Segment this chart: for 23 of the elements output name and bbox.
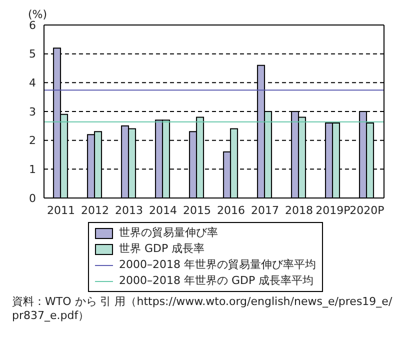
x-tick-label: 2014	[149, 204, 177, 217]
y-tick-label: 1	[29, 163, 36, 176]
x-tick-label: 2016	[217, 204, 245, 217]
legend-label: 世界の貿易量伸び率	[119, 225, 218, 241]
y-tick-label: 0	[29, 192, 36, 205]
y-tick-label: 4	[29, 76, 36, 90]
x-tick-label: 2012	[81, 204, 109, 217]
x-tick-label: 2015	[183, 204, 211, 217]
legend-label: 世界 GDP 成長率	[119, 241, 205, 257]
y-axis-title: (%)	[28, 8, 48, 21]
x-tick-label: 2017	[251, 204, 279, 217]
text: 資料：WTO から 引 用（https://www.wto.org/english/news_e/pres19_e/pr837_e.pdf）	[11, 295, 394, 323]
legend-label: 2000–2018 年世界の GDP 成長率平均	[119, 273, 314, 289]
x-tick-label: 2019P	[316, 204, 351, 217]
y-tick-label: 6	[29, 18, 36, 32]
x-tick-label: 2018	[285, 204, 313, 217]
y-tick-label: 2	[29, 134, 36, 148]
y-tick-label: 5	[29, 48, 36, 61]
legend-label: 2000–2018 年世界の貿易量伸び率平均	[119, 257, 316, 273]
x-tick-label: 2011	[47, 204, 75, 217]
x-tick-label: 2013	[115, 204, 143, 217]
x-tick-label: 2020P	[350, 204, 385, 217]
y-tick-label: 3	[29, 105, 36, 118]
